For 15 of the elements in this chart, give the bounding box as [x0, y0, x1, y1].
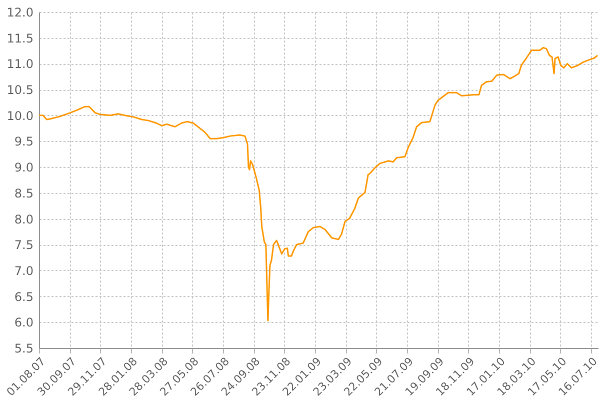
y-tick-label: 12.0 [6, 6, 34, 20]
y-tick-label: 5.5 [14, 342, 34, 356]
y-tick-label: 8.5 [14, 186, 34, 200]
y-tick-label: 6.0 [14, 316, 34, 330]
y-tick-label: 8.0 [14, 212, 34, 226]
y-tick-label: 9.5 [14, 134, 34, 149]
line-series [38, 46, 598, 322]
y-tick-label: 7.5 [14, 238, 34, 252]
y-tick-label: 10.5 [6, 83, 34, 98]
y-tick-label: 10.0 [6, 108, 34, 123]
y-tick-label: 11.0 [6, 57, 34, 72]
y-tick-label: 7.0 [14, 264, 34, 278]
y-tick-label: 6.5 [14, 290, 34, 304]
y-tick-label: 11.5 [6, 31, 34, 46]
y-tick-label: 9.0 [14, 160, 34, 175]
